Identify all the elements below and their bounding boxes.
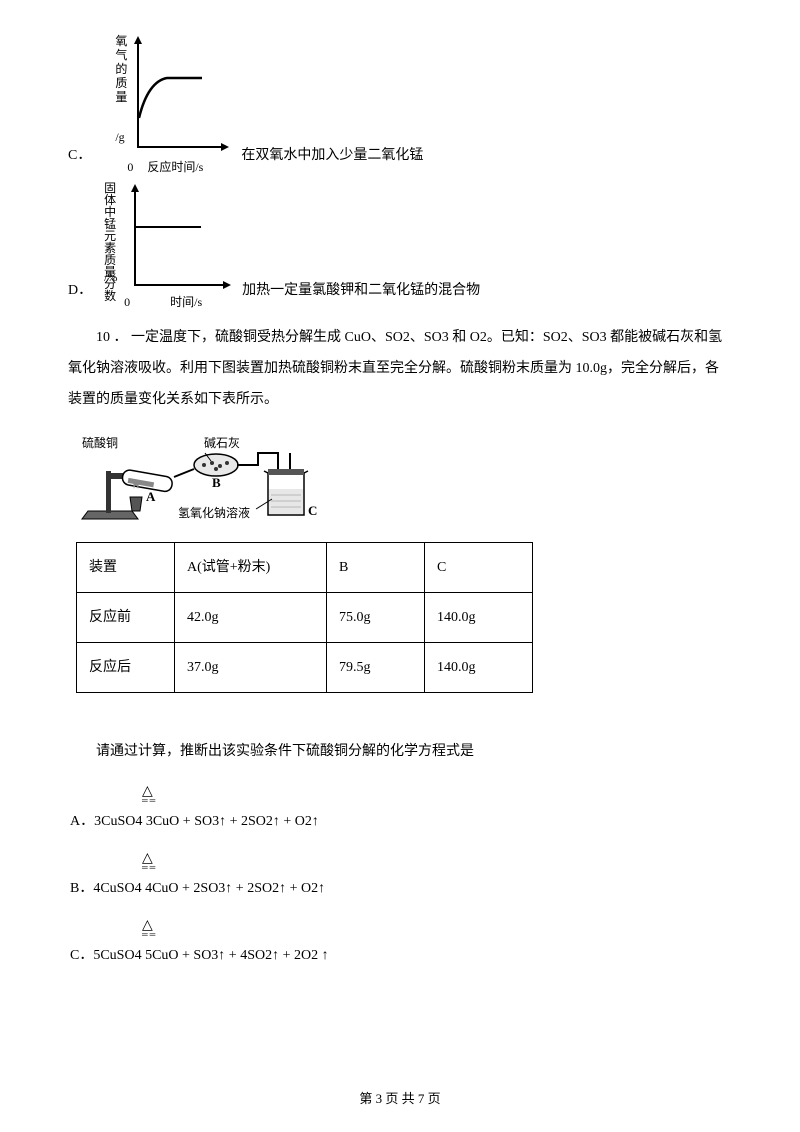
g2-yunit: /% [104,268,117,286]
th-device: 装置 [77,543,175,593]
q10-num: 10 ． [96,330,128,345]
cell: 140.0g [425,593,533,643]
g2-xarrow [223,281,231,289]
option-d-label: D． [68,280,92,301]
g2-xlabel: 时间/s [170,293,202,311]
option-c-text: 在双氧水中加入少量二氧化锰 [241,145,423,166]
graph-oxygen-mass: 氧气的质量 /g 0 反应时间/s [97,30,237,170]
g1-curve [137,38,227,148]
equation-a: A．3CuSO4 3CuO + SO3↑ + 2SO2↑ + O2↑ [70,811,732,832]
cell: 反应前 [77,593,175,643]
g2-yarrow [131,184,139,192]
cell: 37.0g [175,643,327,693]
equation-a-block: △ ══ A．3CuSO4 3CuO + SO3↑ + 2SO2↑ + O2↑ [70,785,732,832]
label-naoh: 氢氧化钠溶液 [178,505,250,520]
g1-origin: 0 [127,158,133,176]
cell: 42.0g [175,593,327,643]
delta-symbol-b: △ ══ [142,852,732,872]
g2-line [136,226,201,228]
g2-xaxis [134,284,229,286]
cell: 75.0g [327,593,425,643]
option-c-label: C． [68,145,91,166]
equation-c: C．5CuSO4 5CuO + SO3↑ + 4SO2↑ + 2O2 ↑ [70,945,732,966]
g1-xlabel: 反应时间/s [147,158,203,176]
cell: 140.0g [425,643,533,693]
svg-text:A: A [146,489,156,504]
page-footer: 第 3 页 共 7 页 [0,1089,800,1109]
equation-b: B．4CuSO4 4CuO + 2SO3↑ + 2SO2↑ + O2↑ [70,878,732,899]
delta-symbol-a: △ ══ [142,785,732,805]
graph-mn-fraction: 固体中锰元素质量分数 /% 0 时间/s [98,180,238,305]
g1-ylabel: 氧气的质量 [115,34,129,104]
option-d-text: 加热一定量氯酸钾和二氧化锰的混合物 [242,280,480,301]
option-d-row: D． 固体中锰元素质量分数 /% 0 时间/s 加热一定量氯酸钾和二氧化锰的混合… [68,180,732,305]
cell: 79.5g [327,643,425,693]
th-b: B [327,543,425,593]
th-c: C [425,543,533,593]
calculation-prompt: 请通过计算，推断出该实验条件下硫酸铜分解的化学方程式是 [68,739,732,764]
option-c-row: C． 氧气的质量 /g 0 反应时间/s 在双氧水中加入少量二氧化锰 [68,30,732,170]
cell: 反应后 [77,643,175,693]
delta-symbol-c: △ ══ [142,919,732,939]
label-cuso4: 硫酸铜 [82,435,118,450]
g2-yaxis [134,186,136,286]
equation-c-block: △ ══ C．5CuSO4 5CuO + SO3↑ + 4SO2↑ + 2O2 … [70,919,732,966]
q10-body: 10 ． 一定温度下，硫酸铜受热分解生成 CuO、SO2、SO3 和 O2。已知… [68,323,732,415]
svg-text:C: C [308,503,317,518]
q10-text: 一定温度下，硫酸铜受热分解生成 CuO、SO2、SO3 和 O2。已知：SO2、… [68,330,722,407]
label-lime: 碱石灰 [204,436,240,450]
g2-axes [134,186,229,286]
table-row: 反应后 37.0g 79.5g 140.0g [77,643,533,693]
equation-b-block: △ ══ B．4CuSO4 4CuO + 2SO3↑ + 2SO2↑ + O2↑ [70,852,732,899]
question-10: 10 ． 一定温度下，硫酸铜受热分解生成 CuO、SO2、SO3 和 O2。已知… [68,323,732,415]
th-a: A(试管+粉末) [175,543,327,593]
g1-yunit: /g [115,128,124,146]
mass-change-table: 装置 A(试管+粉末) B C 反应前 42.0g 75.0g 140.0g 反… [76,542,533,693]
g1-axes [137,38,227,148]
table-header-row: 装置 A(试管+粉末) B C [77,543,533,593]
svg-text:B: B [212,475,221,490]
g2-origin: 0 [124,293,130,311]
table-row: 反应前 42.0g 75.0g 140.0g [77,593,533,643]
apparatus-diagram: 硫酸铜 碱石灰 A B C 氢氧化钠溶液 [76,433,326,528]
